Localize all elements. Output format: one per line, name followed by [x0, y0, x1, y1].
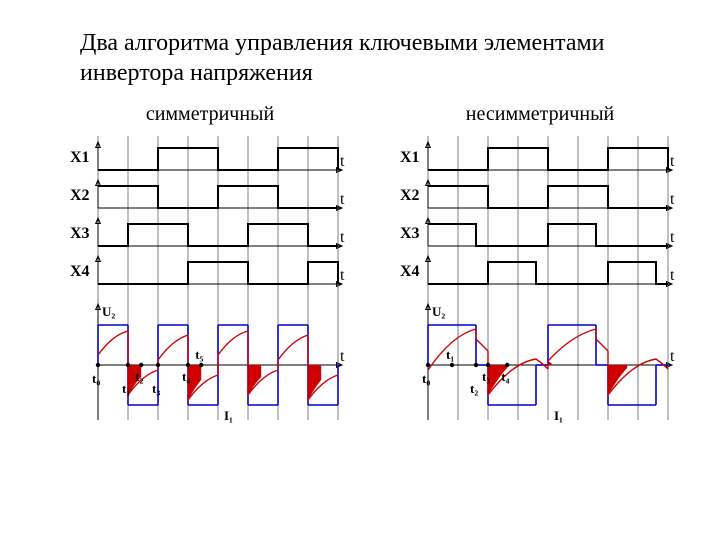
tick-dot	[474, 363, 478, 367]
i1-label: I₁	[554, 408, 563, 423]
panel-label: симметричный	[146, 103, 275, 125]
tick-dot	[505, 363, 509, 367]
panel-symmetric: симметричный X1 t X2 t X3 t X4 t t U₂ I₁ t₀ t₁ t₂…	[50, 100, 350, 500]
tick-label: t₄	[501, 369, 509, 384]
slide-title: Два алгоритма управления ключевыми элеме…	[80, 28, 640, 88]
panel-svg: несимметричный X1 t X2 t X3 t X4 t t U₂ I₁ t₀ t₁…	[380, 100, 680, 480]
tick-label: t₃	[152, 381, 160, 396]
signal-label: X3	[70, 225, 90, 242]
t-label: t	[340, 348, 345, 365]
t-label: t	[340, 153, 345, 170]
i1-curve	[596, 329, 608, 351]
u2-label: U₂	[432, 304, 445, 319]
t-label: t	[670, 348, 675, 365]
t-label: t	[340, 267, 345, 284]
tick-label: t₀	[422, 371, 430, 386]
tick-label: t₁	[446, 347, 454, 362]
i1-label: I₁	[224, 408, 233, 423]
panel-label: несимметричный	[466, 103, 615, 125]
tick-dot	[186, 363, 190, 367]
signal-label: X3	[400, 225, 420, 242]
signal-label: X2	[400, 187, 420, 204]
slide: Два алгоритма управления ключевыми элеме…	[0, 0, 720, 540]
i1-curve	[98, 331, 128, 355]
t-label: t	[670, 153, 675, 170]
i1-curve	[548, 329, 596, 369]
i1-curve	[218, 331, 248, 375]
tick-dot	[450, 363, 454, 367]
tick-dot	[486, 363, 490, 367]
tick-dot	[126, 363, 130, 367]
signal-label: X4	[400, 263, 420, 280]
i1-curve	[536, 359, 548, 369]
panel-svg: симметричный X1 t X2 t X3 t X4 t t U₂ I₁ t₀ t₁ t₂…	[50, 100, 350, 480]
tick-label: t₀	[92, 371, 100, 386]
tick-dot	[426, 363, 430, 367]
tick-label: t₂	[135, 369, 143, 384]
panels-row: симметричный X1 t X2 t X3 t X4 t t U₂ I₁ t₀ t₁ t₂…	[50, 100, 680, 500]
tick-dot	[96, 363, 100, 367]
signal-label: X2	[70, 187, 90, 204]
fill-region	[248, 365, 261, 395]
t-label: t	[670, 191, 675, 208]
signal-label: X4	[70, 263, 90, 280]
tick-dot	[139, 363, 143, 367]
tick-dot	[199, 363, 203, 367]
t-label: t	[340, 229, 345, 246]
fill-region	[308, 365, 321, 400]
t-label: t	[340, 191, 345, 208]
tick-label: t₂	[470, 381, 478, 396]
u2-label: U₂	[102, 304, 115, 319]
tick-label: t₁	[122, 381, 130, 396]
tick-dot	[156, 363, 160, 367]
t-label: t	[670, 229, 675, 246]
signal-label: X1	[400, 149, 420, 166]
panel-asymmetric: несимметричный X1 t X2 t X3 t X4 t t U₂ I₁ t₀ t₁…	[380, 100, 680, 500]
signal-label: X1	[70, 149, 90, 166]
t-label: t	[670, 267, 675, 284]
tick-label: t₄	[182, 369, 190, 384]
tick-label: t₃	[482, 369, 490, 384]
tick-label: t₅	[195, 347, 203, 362]
i1-curve	[476, 329, 488, 351]
